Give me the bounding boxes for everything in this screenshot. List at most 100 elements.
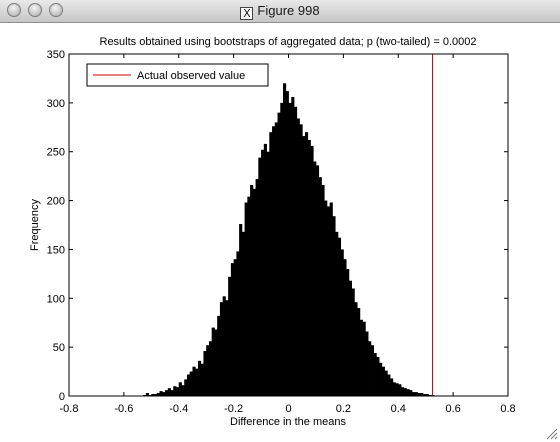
histogram-bar [392, 382, 396, 396]
histogram-bar [170, 390, 174, 396]
histogram-bar [420, 393, 424, 396]
x-tick-label: -0.2 [224, 403, 243, 415]
y-tick-label: 250 [47, 147, 65, 159]
x-axis-label: Difference in the means [230, 416, 346, 428]
histogram-bar [258, 157, 262, 396]
histogram-bar [247, 196, 251, 396]
window-title-container: X Figure 998 [0, 3, 560, 20]
histogram-bar [261, 149, 265, 396]
histogram-bars [143, 83, 435, 397]
histogram-bar [318, 177, 322, 396]
histogram-bar [293, 106, 298, 396]
window-title: Figure 998 [257, 3, 320, 18]
histogram-bar [302, 136, 306, 396]
histogram-bar [266, 151, 270, 396]
histogram-bar [145, 393, 149, 396]
histogram-bar [354, 302, 358, 396]
histogram-bar [310, 145, 314, 396]
histogram-bar [219, 302, 224, 396]
histogram-bar [390, 378, 394, 396]
histogram-chart: Results obtained using bootstraps of agg… [29, 36, 516, 428]
histogram-bar [409, 390, 413, 396]
histogram-bar [296, 118, 300, 397]
histogram-bar [288, 102, 292, 396]
resize-grip-icon[interactable] [546, 428, 558, 440]
histogram-bar [414, 392, 418, 396]
histogram-bar [263, 143, 267, 396]
histogram-bar [233, 259, 237, 396]
close-window-button[interactable] [7, 3, 21, 17]
histogram-bar [307, 139, 311, 396]
histogram-bar [252, 188, 256, 396]
histogram-bar [395, 383, 399, 396]
histogram-bar [326, 206, 331, 396]
legend: Actual observed value [86, 63, 269, 87]
histogram-bar [362, 321, 366, 396]
histogram-bar [217, 315, 221, 396]
histogram-bar [151, 394, 155, 396]
histogram-bar [203, 351, 207, 396]
histogram-bar [239, 224, 243, 396]
histogram-bar [299, 124, 303, 397]
histogram-bar [197, 360, 202, 396]
histogram-bar [272, 126, 276, 397]
x-tick-label: 0.6 [445, 403, 460, 415]
x-tick-label: -0.8 [60, 403, 79, 415]
histogram-bar [332, 216, 336, 396]
histogram-bar [359, 319, 363, 396]
y-axis-ticks: 0 50 100 150 200 250 300 350 [47, 49, 508, 403]
histogram-bar [406, 389, 410, 396]
x-tick-label: -0.6 [114, 403, 133, 415]
histogram-bar [387, 374, 391, 396]
histogram-bar [165, 390, 169, 396]
legend-label: Actual observed value [137, 70, 245, 82]
x-tick-label: -0.4 [169, 403, 188, 415]
y-tick-label: 200 [47, 196, 65, 208]
histogram-bar [208, 341, 213, 396]
histogram-bar [156, 393, 160, 396]
histogram-bar [321, 184, 325, 396]
histogram-bar [335, 231, 339, 396]
histogram-bar [340, 249, 344, 396]
x-axis-ticks: -0.8 -0.6 -0.4 -0.2 0 0.2 0.4 0.6 0.8 [60, 54, 516, 415]
histogram-bar [313, 161, 317, 396]
histogram-bar [351, 288, 355, 396]
histogram-bar [214, 329, 218, 396]
histogram-bar [277, 112, 281, 396]
histogram-bar [422, 394, 427, 396]
x-tick-label: 0.2 [336, 403, 351, 415]
histogram-bar [324, 200, 328, 396]
histogram-bar [417, 393, 421, 396]
window-titlebar: X Figure 998 [0, 0, 560, 23]
histogram-bar [236, 251, 240, 396]
histogram-bar [368, 341, 372, 396]
zoom-window-button[interactable] [49, 3, 63, 17]
histogram-bar [162, 392, 166, 396]
histogram-bar [211, 327, 215, 396]
histogram-bar [184, 379, 188, 396]
histogram-bar [181, 385, 185, 396]
histogram-bar [167, 388, 171, 396]
minimize-window-button[interactable] [28, 3, 42, 17]
histogram-bar [384, 370, 388, 396]
histogram-bar [398, 384, 402, 396]
histogram-bar [370, 345, 374, 396]
y-tick-label: 150 [47, 244, 65, 256]
histogram-bar [348, 280, 353, 396]
x-tick-label: 0.8 [500, 403, 515, 415]
x-tick-label: 0 [285, 403, 291, 415]
chart-title: Results obtained using bootstraps of agg… [100, 36, 477, 48]
y-tick-label: 300 [47, 98, 65, 110]
y-tick-label: 0 [59, 391, 65, 403]
histogram-bar [365, 331, 369, 396]
histogram-bar [280, 102, 284, 396]
histogram-bar [329, 202, 333, 396]
histogram-bar [411, 392, 416, 396]
y-axis-label: Frequency [29, 199, 41, 251]
y-tick-label: 350 [47, 49, 65, 61]
histogram-bar [379, 362, 383, 396]
histogram-bar [192, 366, 196, 396]
histogram-bar [241, 231, 245, 396]
histogram-bar [315, 165, 320, 396]
